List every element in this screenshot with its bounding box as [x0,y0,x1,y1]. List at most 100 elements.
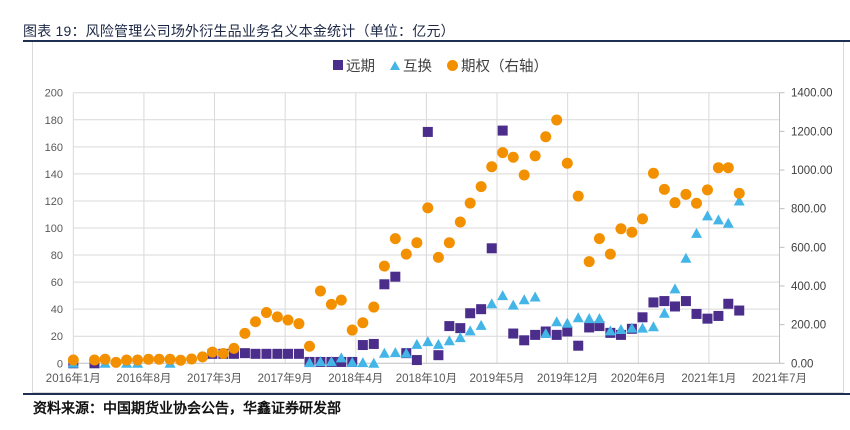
swap-point [583,313,595,324]
option-point [304,340,316,352]
x-tick-label: 2018年4月 [328,371,383,385]
swap-point [443,335,455,346]
option-point [507,151,519,163]
forward-point [486,243,497,254]
forward-point [282,348,293,359]
legend-label-forward: 远期 [346,58,375,75]
forward-point [357,340,368,351]
forward-point [422,126,433,137]
swap-point [411,338,423,349]
forward-point [615,329,626,340]
option-point [260,306,272,318]
option-point [282,314,294,326]
y-right-tick-label: 0.00 [791,358,813,370]
forward-point [368,338,379,349]
forward-point [691,308,702,319]
option-point [733,187,745,199]
swap-point [378,347,390,358]
source-note: 资料来源：中国期货业协会公告，华鑫证券研发部 [33,400,341,416]
option-point [540,131,552,143]
tick-labels: 0 20 40 60 80 100 120 140 160 180 200 2016年1月 2016年8… [45,88,833,385]
swap-point [475,319,487,330]
forward-point [659,296,670,307]
option-point [626,226,638,238]
x-tick-label: 2017年3月 [187,371,242,385]
option-point [143,353,155,365]
option-point [454,216,466,228]
swap-point [593,313,605,324]
option-point [583,256,595,268]
swap-point [304,357,316,368]
swap-point [540,328,552,339]
circle-marker-icon [447,59,458,71]
y-left-tick-label: 160 [45,142,63,154]
forward-point [573,340,584,351]
y-left-tick-label: 140 [45,169,63,181]
option-point [249,316,261,328]
y-left-tick-label: 200 [45,88,63,100]
x-tick-label: 2019年5月 [470,371,525,385]
swap-point [680,252,692,263]
y-right-tick-label: 800.00 [791,204,826,216]
option-point [411,237,423,249]
swap-point [325,356,337,367]
option-point [325,298,337,310]
swap-point [636,322,648,333]
forward-point [530,329,541,340]
swap-point [572,312,584,323]
option-point [271,311,283,323]
forward-point [734,305,745,316]
chart-legend: 远期 互换 期权（右轴） [333,55,548,76]
option-point [722,162,734,174]
option-point [443,237,455,249]
x-tick-label: 2016年8月 [116,371,171,385]
swap-point [626,322,638,333]
legend-item-option: 期权（右轴） [447,55,548,76]
option-point [647,167,659,179]
swap-point [507,299,519,310]
triangle-marker-icon [390,60,400,70]
swap-point [722,217,734,228]
option-point [314,285,326,297]
option-point [432,251,444,263]
swap-point [647,321,659,332]
swap-point [604,325,616,336]
option-point [422,202,434,214]
swap-point [518,294,530,305]
forward-point [390,271,401,282]
option-point [293,318,305,330]
title-underline [23,40,850,42]
swap-point [368,357,380,368]
swap-point [357,357,369,368]
swap-point [551,316,563,327]
swap-point [400,347,412,358]
forward-point [713,310,724,321]
swap-point [615,323,627,334]
option-point [239,327,251,339]
option-point [110,356,122,368]
option-point [378,260,390,272]
y-right-tick-label: 200.00 [791,320,826,332]
swap-point [669,283,681,294]
y-left-tick-label: 60 [51,277,63,289]
x-tick-label: 2018年10月 [396,371,457,385]
forward-point [669,301,680,312]
swap-point [701,210,713,221]
option-point [197,351,209,363]
swap-point [529,291,541,302]
x-tick-label: 2021年1月 [681,371,736,385]
swap-point [733,195,745,206]
swap-point [314,356,326,367]
option-point [346,324,358,336]
option-point [121,354,133,366]
swap-point [335,352,347,363]
swap-point [346,356,358,367]
option-point [691,197,703,209]
option-point [475,181,487,193]
y-right-tick-label: 400.00 [791,281,826,293]
series-option [67,114,745,368]
x-tick-label: 2017年9月 [258,371,313,385]
footer-rule [23,393,850,395]
swap-point [658,307,670,318]
